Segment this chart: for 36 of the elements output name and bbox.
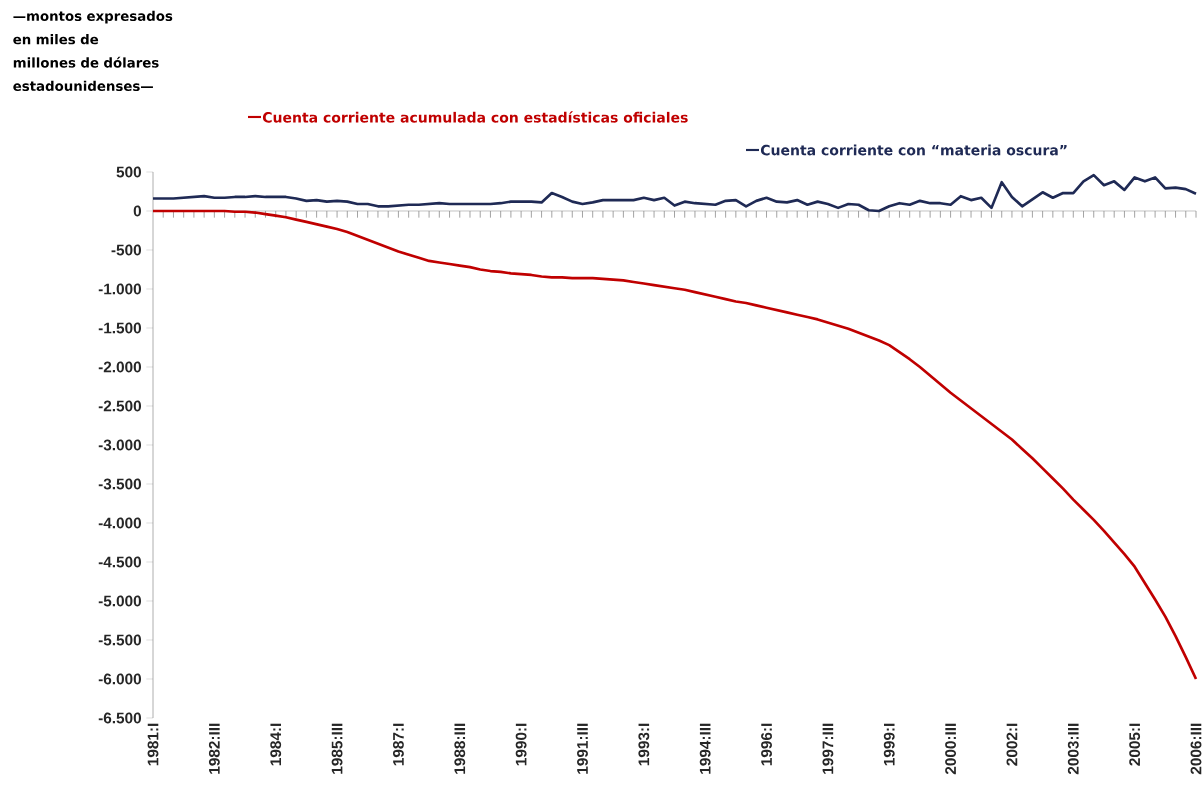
x-tick-label: 1982:III — [208, 723, 220, 774]
x-tick-label: 1990:I — [515, 723, 527, 766]
y-tick-label: -5.000 — [98, 595, 141, 607]
x-tick-label: 1984:I — [270, 723, 282, 766]
y-tick-label: -3.000 — [98, 439, 141, 451]
x-tick-label: 1981:I — [147, 723, 159, 766]
y-tick-label: 500 — [116, 166, 142, 178]
y-tick-label: -4.500 — [98, 556, 141, 568]
y-tick-label: -6.000 — [98, 673, 141, 685]
x-tick-label: 1991:III — [577, 723, 588, 774]
x-tick-label: 1987:I — [392, 723, 404, 766]
y-tick-label: 0 — [133, 205, 142, 217]
x-tick-label: 1994:III — [699, 723, 711, 774]
x-tick-label: 1993:I — [638, 723, 650, 766]
y-tick-label: -2.000 — [98, 361, 141, 373]
x-tick-label: 2000:III — [945, 723, 957, 775]
x-tick-label: 2005:I — [1129, 723, 1141, 766]
y-tick-label: -2.500 — [98, 400, 141, 412]
y-tick-label: -500 — [111, 244, 141, 256]
x-tick-label: 1996:I — [761, 723, 772, 766]
y-tick-label: -4.000 — [98, 517, 141, 529]
x-tick-label: 2002:I — [1006, 723, 1018, 766]
x-tick-label: 2006:III — [1190, 723, 1202, 775]
x-tick-label: 1985:III — [331, 723, 343, 774]
y-tick-label: -5.500 — [98, 634, 141, 646]
text: —montos expresados en miles de millones de dólares estadounidenses— — [13, 10, 173, 92]
y-tick-label: -1.000 — [98, 283, 141, 295]
x-tick-label: 1997:III — [822, 723, 834, 774]
x-tick-label: 2003:III — [1067, 723, 1079, 775]
y-tick-label: -3.500 — [98, 478, 141, 490]
x-tick-label: 1999:I — [883, 723, 895, 766]
x-tick-label: 1988:III — [454, 723, 466, 774]
legend-label: Cuenta corriente acumulada con estadísticas oficiales — [262, 111, 688, 123]
y-tick-label: -1.500 — [98, 322, 141, 334]
y-tick-label: -6.500 — [98, 712, 141, 724]
legend-label: Cuenta corriente con “materia oscura” — [760, 144, 1067, 156]
